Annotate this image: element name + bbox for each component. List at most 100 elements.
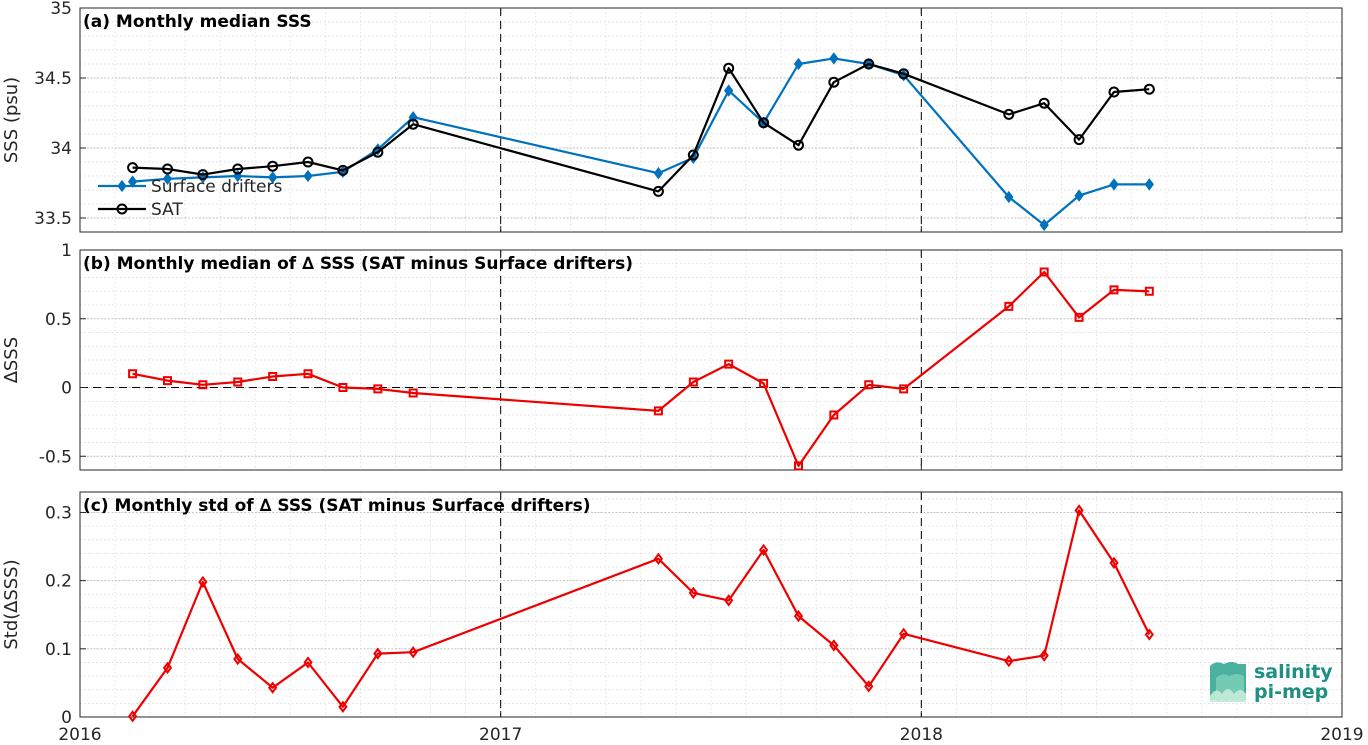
data-point	[373, 384, 383, 394]
logo-graphic: salinity pi-mep	[1210, 661, 1333, 703]
data-point	[127, 710, 138, 723]
series-sat	[127, 58, 1155, 197]
y-tick-label: -0.5	[39, 447, 72, 467]
chart-panel-1: -0.5 0 0.5 1 ∆SSS (b) Monthly median of ∆ SSS…	[1, 241, 1343, 471]
data-point	[793, 57, 804, 71]
data-point	[1004, 190, 1014, 204]
data-point	[1108, 86, 1120, 98]
y-tick-label: 0.1	[45, 640, 72, 660]
data-point	[198, 575, 208, 589]
data-point	[198, 380, 208, 390]
data-point	[792, 139, 804, 151]
data-point	[724, 594, 734, 607]
data-point	[653, 167, 664, 180]
data-point	[337, 164, 349, 176]
data-point	[372, 146, 384, 158]
data-point	[1074, 189, 1084, 202]
data-point	[1004, 301, 1014, 311]
data-point	[899, 384, 909, 394]
data-point	[652, 185, 664, 197]
legend-marker	[117, 179, 127, 193]
data-point	[128, 369, 138, 379]
axes-box	[79, 7, 1343, 233]
series-delta-sss	[128, 267, 1154, 471]
data-point	[829, 52, 839, 65]
legend-marker	[116, 203, 128, 215]
data-point	[1109, 285, 1119, 295]
data-point	[1109, 556, 1119, 570]
data-point	[1004, 654, 1014, 668]
legend: Surface drifters SAT	[98, 177, 282, 220]
y-tick-label: 0	[61, 708, 72, 728]
data-point	[1144, 628, 1154, 641]
data-point	[863, 58, 875, 70]
data-point	[1038, 97, 1050, 109]
data-point	[267, 160, 279, 172]
series-line	[132, 62, 1150, 193]
data-point	[408, 388, 418, 398]
data-point	[303, 169, 313, 183]
y-tick-label: 1	[61, 241, 72, 261]
data-point	[1039, 267, 1049, 277]
data-point	[127, 162, 139, 174]
logo-line2: pi-mep	[1254, 681, 1328, 703]
panel-title: (c) Monthly std of ∆ SSS (SAT minus Surf…	[83, 496, 590, 516]
x-tick-label: 2017	[479, 725, 522, 745]
data-point	[408, 646, 418, 659]
x-tick-label: 2016	[58, 725, 101, 745]
y-tick-label: 0.3	[45, 503, 72, 523]
axes-box	[79, 249, 1343, 471]
data-point	[1039, 218, 1049, 232]
axes-box	[79, 491, 1343, 718]
salinity-pi-mep-logo: salinity pi-mep	[1206, 656, 1356, 706]
data-point	[687, 149, 699, 161]
series-line	[132, 270, 1150, 467]
y-tick-label: 0.2	[45, 572, 72, 592]
data-point	[373, 647, 383, 660]
data-point	[233, 377, 243, 387]
data-point	[758, 543, 769, 557]
chart-panel-0: 33.5 34 34.5 35 SSS (psu) (a) Monthly median …	[1, 0, 1343, 233]
data-point	[688, 377, 698, 387]
x-tick-label: 2019	[1320, 725, 1363, 745]
data-point	[268, 372, 278, 381]
data-point	[864, 680, 874, 693]
data-point	[302, 156, 314, 168]
data-point	[303, 369, 313, 379]
series-line	[131, 509, 1151, 717]
series-delta-sss	[127, 504, 1154, 723]
data-point	[162, 172, 173, 185]
data-point	[161, 163, 173, 175]
data-point	[233, 652, 243, 666]
data-point	[1144, 286, 1154, 296]
chart-panel-2: 0 0.1 0.2 0.3 2016 2017 2018 2019 Std(∆SSS) (c) M…	[1, 491, 1364, 745]
data-point	[1039, 649, 1049, 662]
data-point	[1109, 178, 1119, 191]
data-point	[1074, 504, 1084, 517]
data-point	[1143, 83, 1155, 95]
data-point	[197, 169, 209, 181]
y-axis-label: Std(∆SSS)	[1, 559, 22, 649]
y-axis-label: SSS (psu)	[1, 77, 22, 163]
data-point	[1003, 108, 1015, 120]
data-point	[268, 681, 278, 694]
data-point	[759, 378, 769, 388]
data-point	[162, 376, 172, 386]
data-point	[338, 700, 348, 713]
data-point	[162, 661, 173, 675]
x-tick-label: 2018	[900, 725, 943, 745]
y-tick-label: 0	[61, 379, 72, 399]
legend-label: SAT	[151, 200, 183, 220]
data-point	[724, 359, 734, 369]
data-point	[232, 163, 244, 175]
data-point	[864, 380, 874, 390]
y-axis-label: ∆SSS	[1, 337, 22, 384]
data-point	[758, 117, 770, 129]
y-tick-label: 34.5	[34, 69, 72, 89]
data-point	[688, 586, 698, 600]
data-point	[793, 461, 803, 471]
y-tick-label: 33.5	[34, 209, 72, 229]
data-point	[1144, 178, 1154, 191]
y-tick-label: 35	[50, 0, 72, 19]
